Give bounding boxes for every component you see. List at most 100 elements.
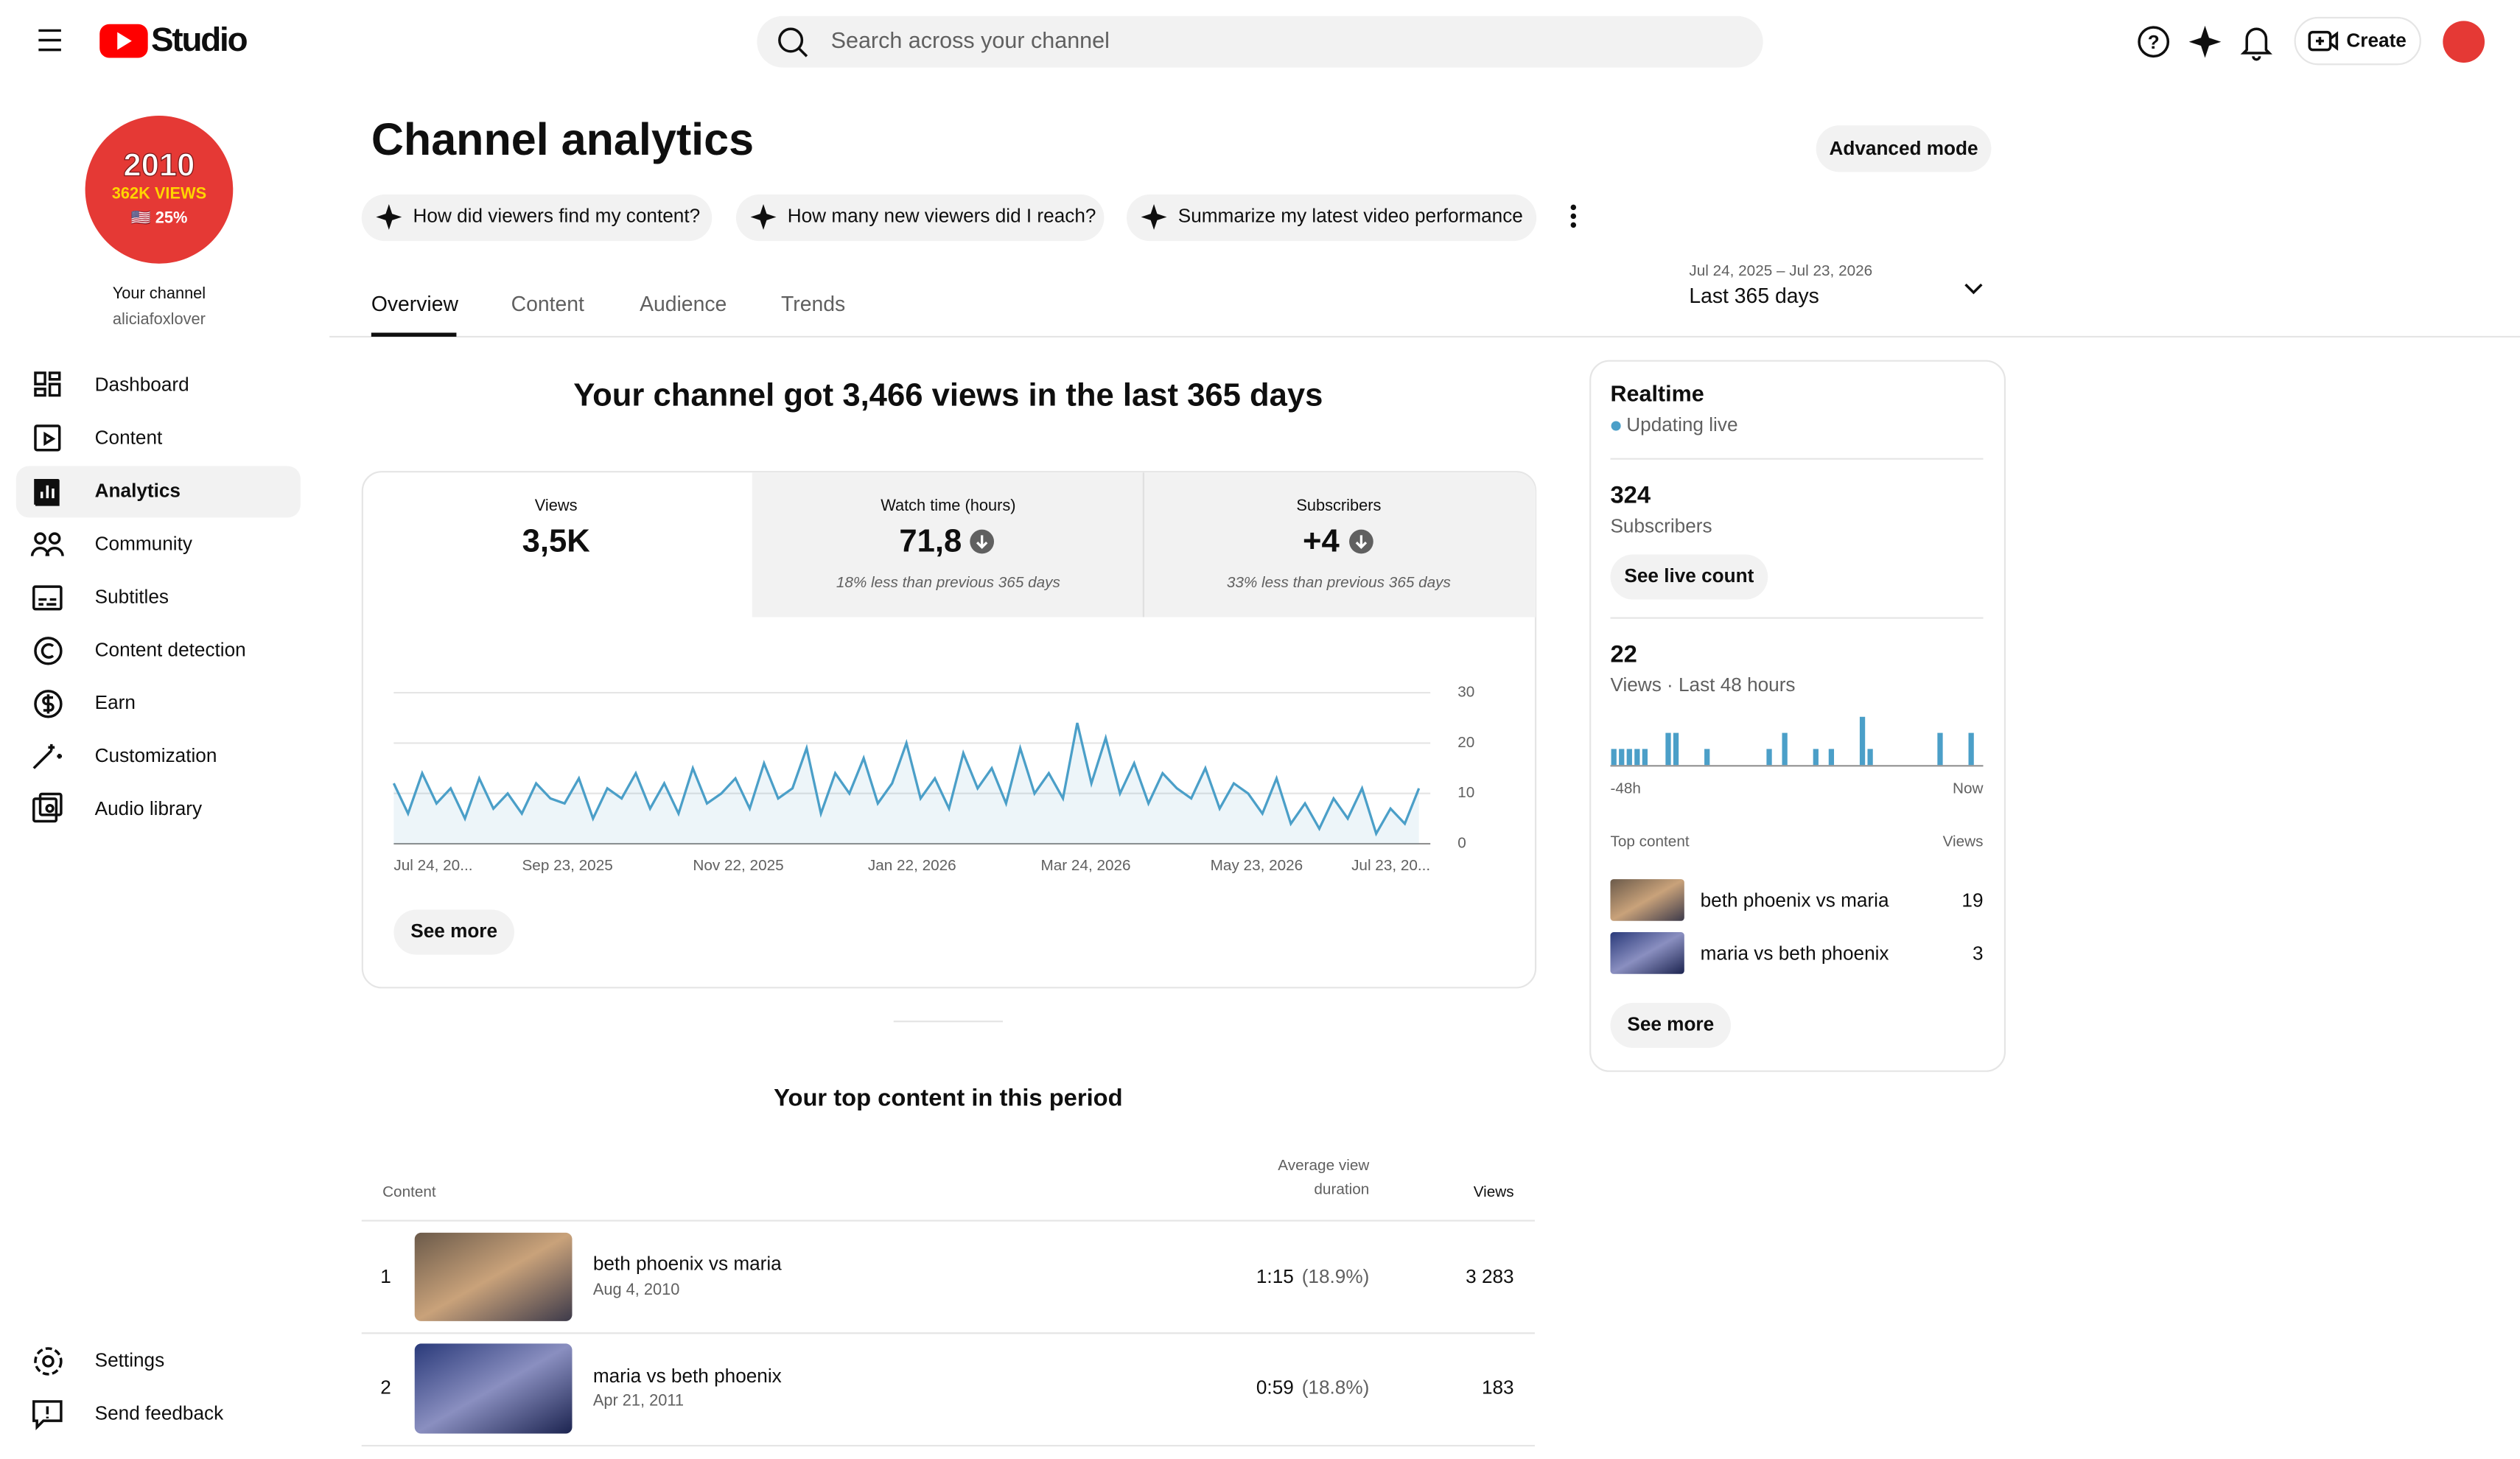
tab-indicator (371, 332, 457, 337)
suggestion-chip[interactable] (735, 194, 1105, 242)
create-label: Create (2346, 29, 2406, 52)
metric-label[interactable]: Subscribers (1296, 496, 1381, 514)
x-tick-label: Mar 24, 2026 (1040, 857, 1130, 874)
views-column-label: Views (1943, 833, 1984, 850)
duration: 0:59 (1256, 1376, 1294, 1398)
bar (1634, 749, 1640, 766)
nav-item[interactable]: Community (95, 532, 193, 554)
thumbnail[interactable] (1610, 932, 1684, 974)
more-button[interactable] (1570, 204, 1577, 228)
metric-label[interactable]: Views (535, 496, 578, 514)
nav-item[interactable]: Earn (95, 691, 136, 713)
nav-item[interactable]: Send feedback (95, 1402, 224, 1424)
line (392, 722, 1421, 837)
video-title[interactable]: maria vs beth phoenix (1701, 942, 1889, 964)
video-title[interactable]: maria vs beth phoenix (593, 1365, 782, 1387)
nav-item[interactable]: Subtitles (95, 585, 169, 607)
y-tick-label: 10 (1457, 784, 1474, 801)
views-label: Views · Last 48 hours (1610, 673, 1795, 696)
rank: 1 (380, 1265, 391, 1287)
date-period[interactable]: Last 365 days (1689, 284, 1819, 308)
bar (1968, 732, 1974, 766)
area (393, 723, 1419, 844)
channel-label: Your channel (113, 284, 206, 302)
search-box[interactable] (757, 15, 1763, 68)
account-avatar[interactable] (2443, 21, 2485, 63)
suggestion-chip[interactable] (361, 194, 713, 242)
bar (1828, 749, 1835, 766)
see-live-count-label: See live count (1624, 564, 1754, 587)
y-tick-label: 0 (1457, 835, 1466, 852)
headline: Your channel got 3,466 views in the last… (573, 377, 1323, 413)
tab[interactable]: Content (511, 293, 584, 316)
nav-active-bg (15, 466, 301, 518)
see-more-label: See more (1627, 1012, 1714, 1035)
help-button[interactable]: ? (2138, 26, 2170, 58)
metric-note: 18% less than previous 365 days (836, 574, 1060, 591)
views: 3 (1973, 942, 1984, 964)
video-title[interactable]: beth phoenix vs maria (1701, 889, 1889, 912)
bar (1813, 749, 1819, 766)
subscriber-label: Subscribers (1610, 514, 1712, 536)
column-header: Average view duration (1278, 1157, 1370, 1200)
metric-value: 71,8 (899, 524, 962, 559)
nav-item[interactable]: Audio library (95, 797, 203, 819)
thumbnail[interactable] (414, 1232, 573, 1321)
x-tick-label: May 23, 2026 (1211, 857, 1303, 874)
nav-item[interactable]: Content (95, 426, 163, 448)
views: 19 (1961, 889, 1983, 912)
column-header: Views (1474, 1183, 1514, 1200)
metric-value: 3,5K (522, 524, 591, 559)
x-tick-label: Jul 23, 20... (1351, 857, 1430, 874)
create-button[interactable] (2294, 16, 2421, 66)
suggestion-text: How many new viewers did I reach? (788, 204, 1096, 226)
y-tick-label: 30 (1457, 684, 1474, 701)
tab[interactable]: Overview (371, 293, 459, 316)
menu-button[interactable] (38, 29, 61, 52)
ai-button[interactable] (2188, 25, 2222, 58)
bar (1766, 749, 1772, 766)
logo-text[interactable]: Studio (151, 21, 249, 58)
see-live-count-button[interactable] (1610, 554, 1768, 600)
avatar-text: 362K VIEWS (112, 184, 206, 203)
thumbnail[interactable] (414, 1343, 573, 1434)
tab[interactable]: Trends (781, 293, 845, 316)
channel-avatar[interactable] (85, 116, 234, 264)
y-tick-label: 20 (1457, 734, 1474, 751)
tab[interactable]: Audience (640, 293, 727, 316)
x-tick-label: Sep 23, 2025 (522, 857, 612, 874)
page-title: Channel analytics (371, 114, 754, 164)
see-more-button[interactable] (393, 909, 514, 955)
video-title[interactable]: beth phoenix vs maria (593, 1252, 782, 1274)
bar-chart: -48h Now (1610, 716, 1984, 797)
see-more-button[interactable] (1610, 1003, 1732, 1049)
avatar-text: 2010 (123, 147, 195, 183)
nav-item[interactable]: Customization (95, 744, 217, 766)
top-content-label: Top content (1610, 833, 1689, 850)
nav-item[interactable]: Settings (95, 1348, 165, 1371)
svg-text:?: ? (2148, 31, 2160, 53)
nav-item[interactable]: Content detection (95, 638, 246, 660)
realtime-title: Realtime (1610, 382, 1704, 407)
bar (1937, 732, 1943, 766)
date-range[interactable]: Jul 24, 2025 – Jul 23, 2026 (1689, 262, 1872, 279)
nav-item[interactable]: Dashboard (95, 373, 189, 395)
bar (1859, 716, 1866, 766)
thumbnail[interactable] (1610, 879, 1684, 921)
notifications-button[interactable] (2240, 27, 2272, 61)
views-count: 22 (1610, 640, 1637, 668)
advanced-mode-button[interactable] (1816, 125, 1992, 172)
x-label: -48h (1610, 780, 1640, 797)
date-dropdown[interactable] (1964, 283, 1983, 295)
nav-item[interactable]: Analytics (95, 479, 181, 501)
suggestion-text: How did viewers find my content? (413, 204, 701, 226)
top-content-title: Your top content in this period (774, 1084, 1123, 1111)
suggestion-chip[interactable] (1126, 194, 1537, 242)
x-tick-label: Jul 24, 20... (393, 857, 472, 874)
metric-label[interactable]: Watch time (hours) (881, 496, 1015, 514)
bar (1665, 732, 1671, 766)
column-header: Content (382, 1183, 436, 1200)
x-label: Now (1953, 780, 1984, 797)
